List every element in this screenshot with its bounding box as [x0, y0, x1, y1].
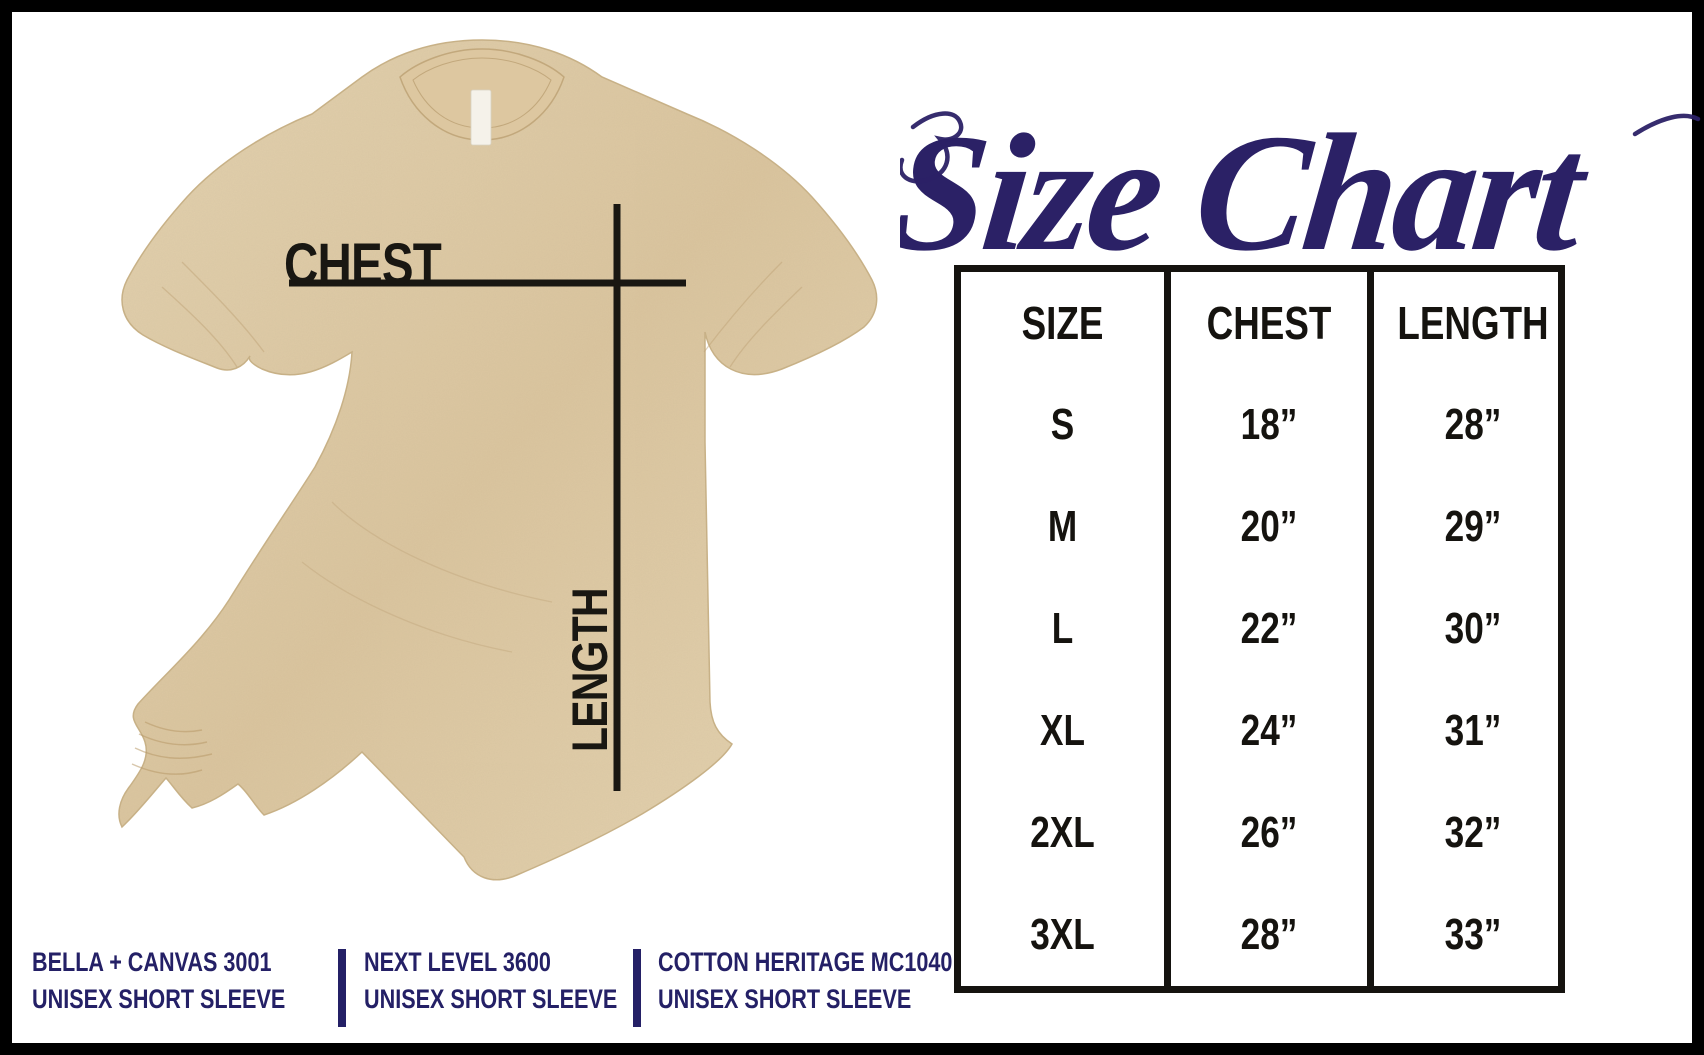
- svg-text:LENGTH: LENGTH: [562, 588, 618, 752]
- svg-text:Size Chart: Size Chart: [900, 100, 1596, 285]
- svg-text:CHEST: CHEST: [284, 233, 441, 298]
